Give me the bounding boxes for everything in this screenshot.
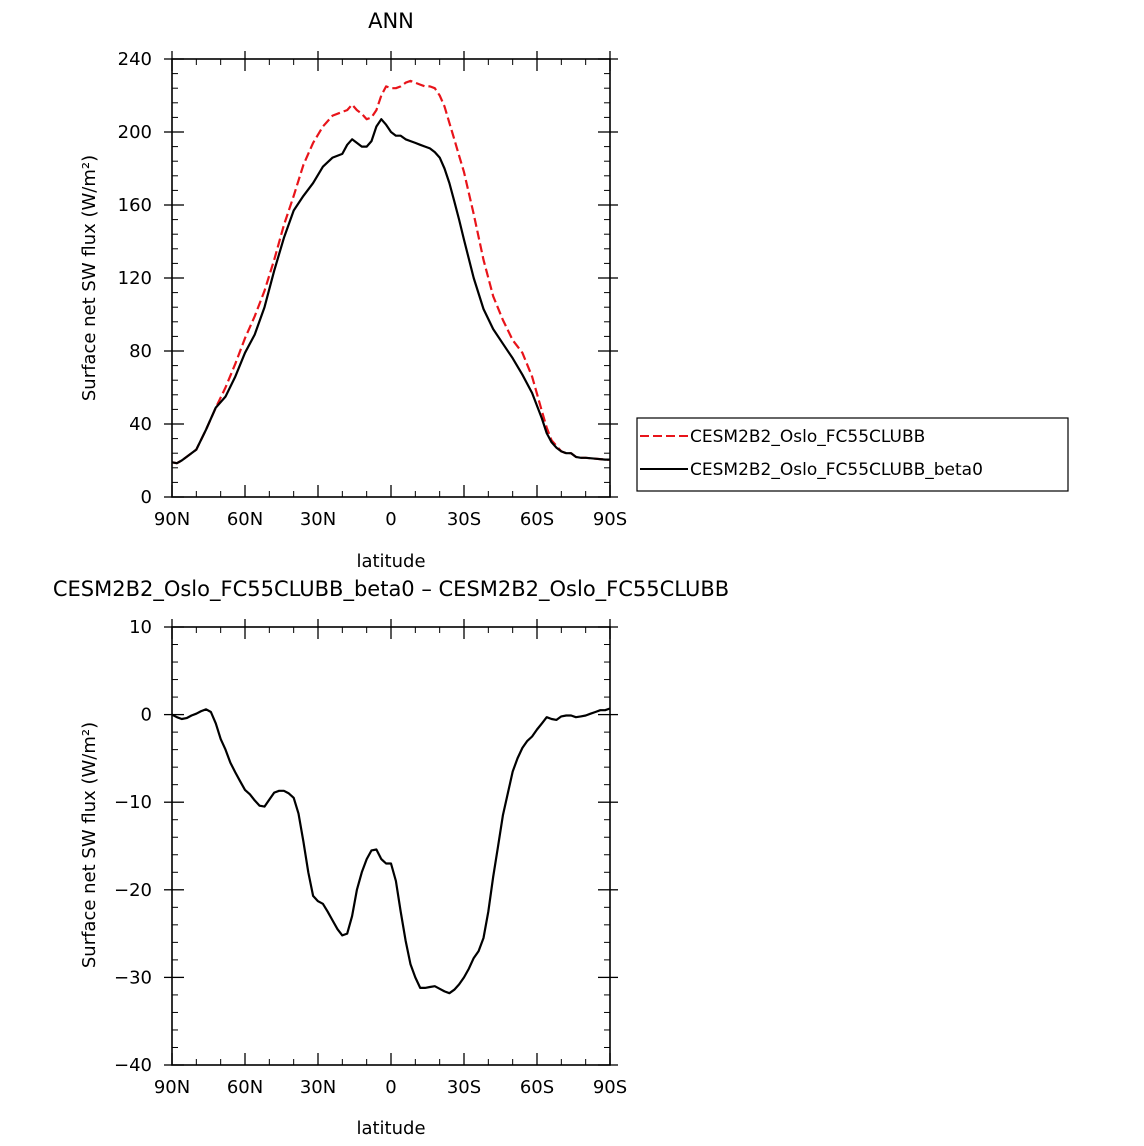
top-x-tick-label: 30S xyxy=(447,509,481,530)
bottom-x-axis-label: latitude xyxy=(356,1118,425,1139)
top-chart-title: ANN xyxy=(368,9,414,33)
bottom-y-tick-label: 10 xyxy=(129,617,152,638)
top-y-tick-label: 200 xyxy=(118,122,152,143)
top-series-line-1 xyxy=(171,79,610,465)
top-plot-frame xyxy=(171,58,611,498)
bottom-y-tick-label: −10 xyxy=(114,792,152,813)
top-y-tick-label: 240 xyxy=(118,49,152,70)
top-x-tick-label: 90N xyxy=(154,509,190,530)
bottom-y-tick-label: 0 xyxy=(141,705,152,726)
top-y-axis-label-group: Surface net SW flux (W/m²) xyxy=(79,155,100,401)
top-x-axis-label: latitude xyxy=(356,551,425,572)
top-y-tick-label: 80 xyxy=(129,341,152,362)
bottom-panel: CESM2B2_Oslo_FC55CLUBB_beta0 – CESM2B2_O… xyxy=(53,577,729,1139)
bottom-x-tick-label: 90N xyxy=(154,1077,190,1098)
top-x-tick-label: 60N xyxy=(227,509,263,530)
top-x-tick-label: 90S xyxy=(593,509,627,530)
bottom-y-tick-label: −40 xyxy=(114,1055,152,1076)
legend: CESM2B2_Oslo_FC55CLUBB CESM2B2_Oslo_FC55… xyxy=(636,417,1069,492)
top-series-lines xyxy=(171,79,610,465)
bottom-x-tick-label: 30S xyxy=(447,1077,481,1098)
bottom-plot-frame xyxy=(171,626,611,1066)
top-series-line-2 xyxy=(171,118,610,465)
top-y-tick-label: 160 xyxy=(118,195,152,216)
bottom-series-lines xyxy=(171,707,611,995)
top-y-axis-label: Surface net SW flux (W/m²) xyxy=(79,155,100,401)
bottom-x-tick-label: 90S xyxy=(593,1077,627,1098)
top-panel: ANN Surface net SW flux (W/m²) latitude … xyxy=(79,9,1069,572)
legend-label-series-1: CESM2B2_Oslo_FC55CLUBB xyxy=(690,427,925,447)
legend-box xyxy=(636,417,1069,492)
top-axis-ticks: 90N 60N 30N 0 30S 60S 90S 0 40 80 120 160 200 240 xyxy=(118,49,628,530)
bottom-y-tick-label: −30 xyxy=(114,967,152,988)
bottom-x-tick-label: 30N xyxy=(300,1077,336,1098)
top-x-tick-label: 30N xyxy=(300,509,336,530)
top-x-tick-label: 0 xyxy=(385,509,396,530)
top-x-tick-label: 60S xyxy=(520,509,554,530)
top-y-tick-label: 0 xyxy=(141,487,152,508)
legend-label-series-2: CESM2B2_Oslo_FC55CLUBB_beta0 xyxy=(690,460,983,480)
bottom-x-tick-label: 60N xyxy=(227,1077,263,1098)
top-y-tick-label: 40 xyxy=(129,414,152,435)
bottom-y-tick-label: −20 xyxy=(114,880,152,901)
bottom-axis-ticks: 90N 60N 30N 0 30S 60S 90S −40 −30 −20 −10 0 10 xyxy=(114,617,627,1098)
bottom-series-line-1 xyxy=(171,707,611,995)
bottom-y-axis-label: Surface net SW flux (W/m²) xyxy=(79,722,100,968)
bottom-x-tick-label: 0 xyxy=(385,1077,396,1098)
bottom-x-tick-label: 60S xyxy=(520,1077,554,1098)
bottom-chart-title: CESM2B2_Oslo_FC55CLUBB_beta0 – CESM2B2_O… xyxy=(53,577,729,602)
top-y-tick-label: 120 xyxy=(118,268,152,289)
